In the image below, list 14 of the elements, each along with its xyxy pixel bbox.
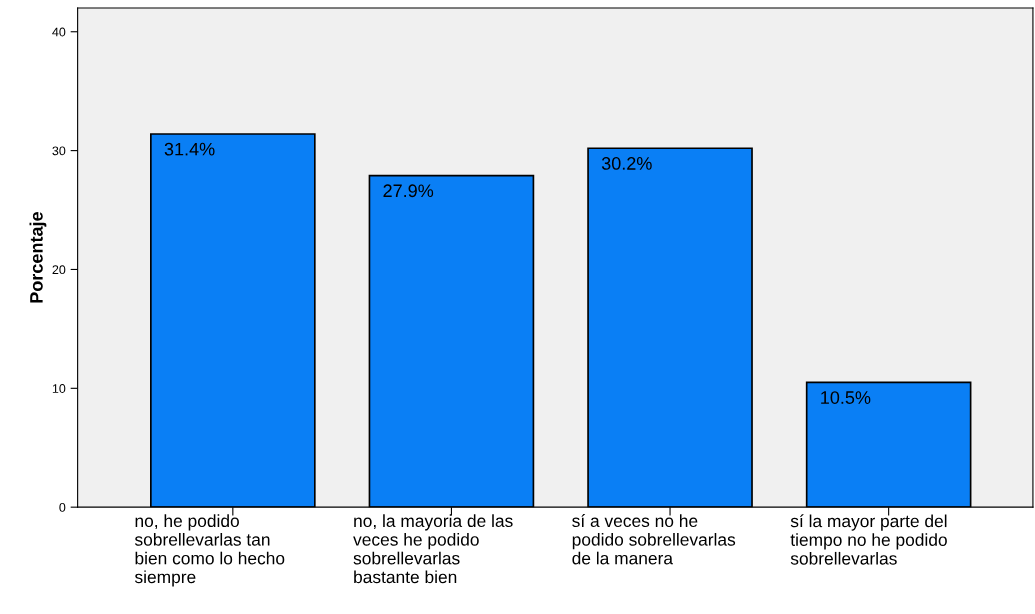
data-label: 30.2% bbox=[601, 157, 652, 170]
data-label: 31.4% bbox=[164, 142, 215, 156]
y-tick-label: 40 bbox=[52, 27, 66, 37]
y-tick-label: 30 bbox=[52, 146, 66, 156]
x-tick-label: no, he podido sobrellevarlas tan bien como lo hecho siempre bbox=[134, 514, 285, 587]
data-label: 27.9% bbox=[383, 184, 434, 198]
y-axis-title: Porcentaje bbox=[29, 212, 47, 303]
y-tick-label: 0 bbox=[59, 502, 66, 512]
x-tick-label: sí la mayor parte del tiempo no he podido sobrellevarlas bbox=[790, 514, 947, 565]
x-tick-label: sí a veces no he podido sobrellevarlas de la manera bbox=[572, 514, 736, 565]
y-tick-label: 10 bbox=[52, 384, 66, 393]
data-label: 10.5% bbox=[821, 391, 871, 404]
y-tick-label: 20 bbox=[52, 265, 66, 275]
x-tick-label: no, la mayoria de las veces he podido sobrellevarlas bastante bien bbox=[353, 514, 513, 584]
